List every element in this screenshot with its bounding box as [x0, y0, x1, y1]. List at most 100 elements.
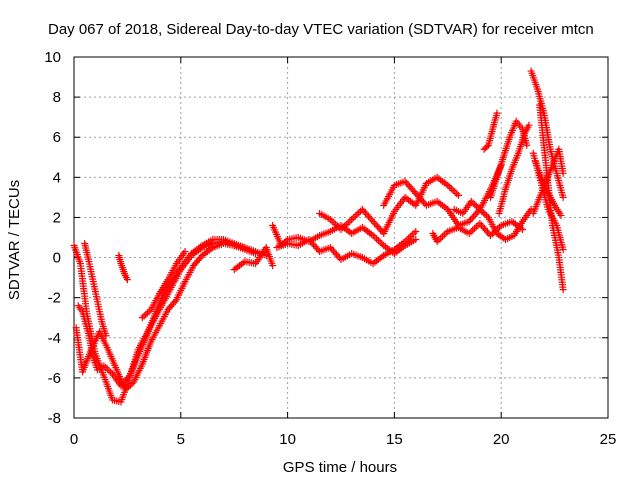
data-point [346, 217, 354, 225]
data-point [407, 184, 415, 192]
data-point [371, 219, 379, 227]
data-point [410, 229, 418, 237]
data-point [102, 332, 110, 340]
data-point [126, 381, 134, 389]
data-point [360, 207, 368, 215]
data-point [525, 121, 533, 129]
data-point [559, 193, 567, 201]
data-point [447, 185, 455, 193]
data-point [171, 297, 179, 305]
y-tick-label: -4 [48, 330, 61, 347]
data-point [326, 244, 334, 252]
data-point [102, 363, 110, 371]
data-point [467, 228, 475, 236]
data-point [410, 188, 418, 196]
x-tick-label: 25 [600, 431, 617, 448]
data-point [479, 223, 487, 231]
data-point [311, 242, 319, 250]
data-point [469, 199, 477, 207]
data-point [472, 223, 480, 231]
x-tick-label: 10 [279, 431, 296, 448]
data-point [128, 380, 136, 388]
data-point [472, 202, 480, 210]
data-point [145, 307, 153, 315]
data-point [483, 228, 491, 236]
data-point [438, 232, 446, 240]
data-point [364, 212, 372, 220]
series-track-5 [115, 252, 131, 284]
series-track-6 [138, 248, 189, 322]
x-tick-label: 5 [177, 431, 185, 448]
data-point [308, 239, 316, 247]
data-point [477, 221, 485, 229]
data-point [413, 191, 421, 199]
data-point [376, 238, 384, 246]
data-point [483, 143, 491, 151]
data-point [306, 237, 314, 245]
y-tick-label: -6 [48, 370, 61, 387]
data-point [471, 211, 479, 219]
data-point [124, 374, 132, 382]
data-point [471, 201, 479, 209]
data-point [476, 219, 484, 227]
data-point [471, 224, 478, 232]
x-axis-label: GPS time / hours [283, 459, 397, 476]
grid-layer [74, 57, 608, 418]
data-point [123, 276, 131, 284]
data-point [479, 209, 487, 217]
data-point [467, 216, 475, 224]
data-point [353, 210, 361, 218]
data-point [401, 177, 409, 185]
data-point [440, 231, 448, 239]
data-point [476, 205, 484, 213]
y-tick-label: -2 [48, 290, 61, 307]
series-track-21 [529, 145, 567, 217]
y-tick-label: 0 [53, 250, 61, 267]
data-point [449, 186, 457, 194]
series-track-16 [495, 121, 533, 217]
data-point [181, 248, 189, 256]
data-point [140, 312, 148, 320]
data-point [105, 367, 113, 375]
x-tick-label: 15 [386, 431, 403, 448]
data-point [406, 183, 414, 191]
data-point [123, 384, 131, 392]
y-tick-label: -8 [48, 410, 61, 427]
data-point [493, 109, 501, 117]
data-point [473, 209, 481, 217]
x-tick-label: 20 [493, 431, 510, 448]
axis-layer: 0 5 10 15 20 25 -8 -6 -4 -2 0 2 4 6 8 10 [44, 49, 616, 448]
series-track-4 [81, 240, 110, 340]
data-point [331, 249, 339, 257]
x-tick-label: 0 [70, 431, 78, 448]
data-point [487, 231, 495, 239]
data-point [252, 250, 260, 258]
data-point [478, 207, 486, 215]
data-point [374, 237, 382, 245]
plot-frame [73, 56, 609, 419]
data-point [465, 217, 473, 225]
y-axis-label: SDTVAR / TECUs [6, 180, 23, 300]
data-point [375, 224, 383, 232]
data-point [470, 212, 478, 220]
data-point [329, 247, 337, 255]
data-point [559, 169, 567, 177]
data-point [305, 236, 313, 244]
data-point [344, 219, 352, 227]
series-track-12 [429, 217, 527, 246]
data-point [467, 197, 475, 205]
data-point [409, 186, 417, 194]
data-point [332, 250, 340, 258]
data-point [559, 286, 567, 294]
data-point [418, 196, 426, 204]
data-point [361, 209, 369, 217]
data-point [143, 309, 151, 317]
data-point [369, 217, 377, 225]
y-tick-label: 10 [44, 49, 61, 66]
data-point [480, 225, 488, 233]
data-point [100, 362, 108, 370]
data-point [241, 244, 249, 252]
data-point [121, 386, 129, 394]
series-track-20 [529, 149, 567, 254]
